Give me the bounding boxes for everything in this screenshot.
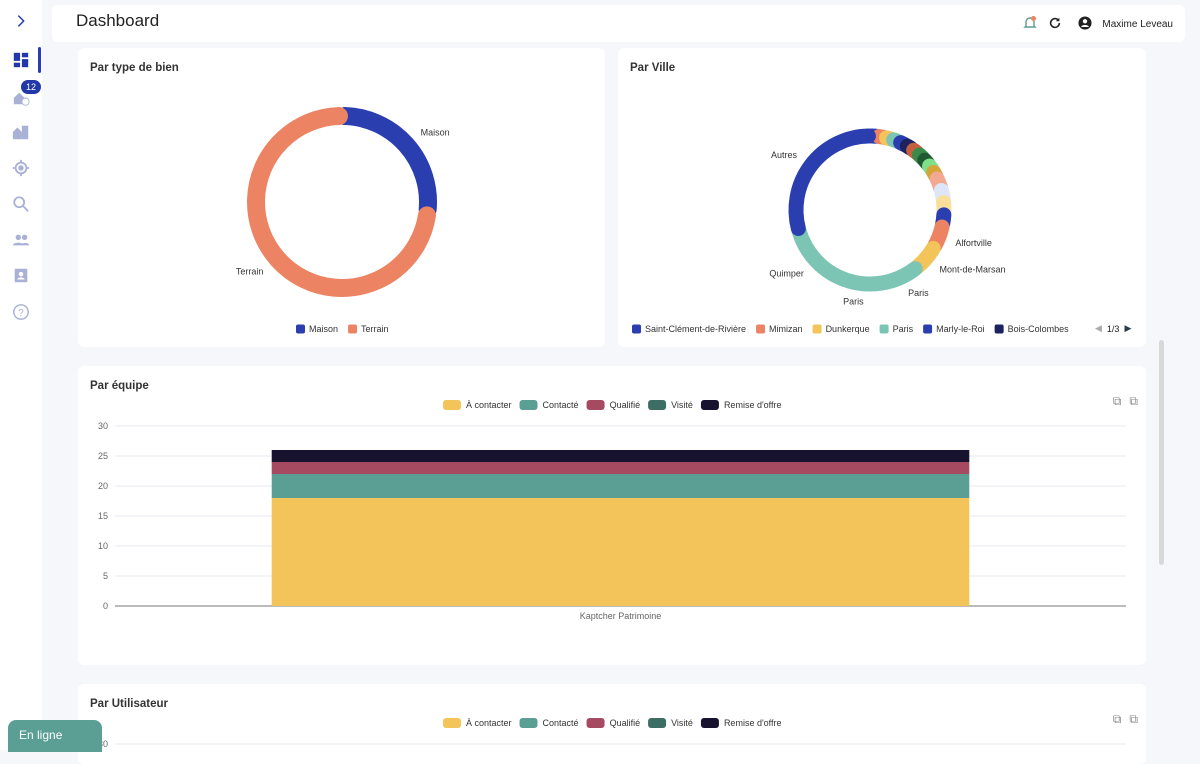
donut-slice[interactable] bbox=[799, 232, 845, 280]
target-icon[interactable] bbox=[11, 158, 31, 178]
legend-swatch[interactable] bbox=[995, 325, 1004, 334]
legend-label[interactable]: Terrain bbox=[361, 324, 389, 334]
slice-label: Maison bbox=[421, 127, 450, 137]
legend-swatch[interactable] bbox=[813, 325, 822, 334]
contacts-icon[interactable] bbox=[11, 265, 31, 285]
legend-swatch[interactable] bbox=[701, 400, 719, 410]
legend-swatch[interactable] bbox=[348, 325, 357, 334]
donut-slice[interactable] bbox=[796, 136, 868, 228]
legend-pager: 1/3 bbox=[1107, 324, 1120, 334]
dashboard-icon[interactable] bbox=[11, 50, 31, 70]
legend-label[interactable]: Visité bbox=[671, 400, 693, 410]
utilisateur-bar-chart: À contacter Contacté Qualifié Visité Remise … bbox=[78, 684, 1146, 764]
legend-label[interactable]: Remise d'offre bbox=[724, 718, 782, 728]
x-tick-label: Kaptcher Patrimoine bbox=[580, 611, 662, 621]
legend-label[interactable]: Visité bbox=[671, 718, 693, 728]
slice-label: Alfortville bbox=[955, 238, 992, 248]
legend-label[interactable]: Remise d'offre bbox=[724, 400, 782, 410]
slice-label: Mont-de-Marsan bbox=[940, 265, 1006, 275]
legend-next-icon[interactable]: ▶ bbox=[1124, 323, 1131, 334]
legend-swatch[interactable] bbox=[880, 325, 889, 334]
refresh-icon[interactable] bbox=[1048, 16, 1062, 33]
legend-label[interactable]: Bois-Colombes bbox=[1008, 324, 1070, 334]
properties-icon[interactable] bbox=[11, 122, 31, 142]
y-tick-label: 25 bbox=[98, 451, 108, 461]
user-avatar-icon[interactable] bbox=[1078, 16, 1092, 33]
bar-segment[interactable] bbox=[272, 474, 970, 498]
legend-label[interactable]: À contacter bbox=[466, 400, 512, 410]
bell-icon[interactable] bbox=[1022, 15, 1038, 34]
legend-label[interactable]: Contacté bbox=[543, 400, 579, 410]
legend-label[interactable]: Dunkerque bbox=[826, 324, 870, 334]
legend-swatch[interactable] bbox=[701, 718, 719, 728]
legend-swatch[interactable] bbox=[443, 718, 461, 728]
legend-label[interactable]: À contacter bbox=[466, 718, 512, 728]
legend-swatch[interactable] bbox=[648, 718, 666, 728]
legend-swatch[interactable] bbox=[587, 400, 605, 410]
legend-swatch[interactable] bbox=[648, 400, 666, 410]
scrollbar[interactable] bbox=[1159, 340, 1164, 565]
bar-segment[interactable] bbox=[272, 462, 970, 474]
ville-donut-chart: Alfortville Mont-de-Marsan Paris Paris Quimp… bbox=[618, 48, 1146, 347]
page-title: Dashboard bbox=[76, 11, 159, 31]
y-tick-label: 10 bbox=[98, 541, 108, 551]
y-tick-label: 20 bbox=[98, 481, 108, 491]
legend-swatch[interactable] bbox=[520, 400, 538, 410]
expand-chevron-icon[interactable] bbox=[11, 11, 31, 31]
legend-label[interactable]: Qualifié bbox=[610, 400, 641, 410]
legend-label[interactable]: Marly-le-Roi bbox=[936, 324, 985, 334]
y-tick-label: 30 bbox=[98, 421, 108, 431]
legend-label[interactable]: Paris bbox=[893, 324, 914, 334]
slice-label: Quimper bbox=[769, 268, 804, 278]
legend-swatch[interactable] bbox=[296, 325, 305, 334]
y-tick-label: 15 bbox=[98, 511, 108, 521]
legend-label[interactable]: Contacté bbox=[543, 718, 579, 728]
active-indicator bbox=[38, 47, 41, 73]
legend-label[interactable]: Saint-Clément-de-Rivière bbox=[645, 324, 746, 334]
slice-label: Paris bbox=[908, 288, 929, 298]
slice-label: Paris bbox=[843, 296, 864, 306]
sidebar: 12 ? bbox=[0, 0, 42, 750]
legend-prev-icon[interactable]: ◀ bbox=[1095, 323, 1102, 334]
legend-swatch[interactable] bbox=[520, 718, 538, 728]
legend-label[interactable]: Mimizan bbox=[769, 324, 803, 334]
legend-label[interactable]: Maison bbox=[309, 324, 338, 334]
search-icon[interactable] bbox=[11, 194, 31, 214]
legend-swatch[interactable] bbox=[923, 325, 932, 334]
svg-text:?: ? bbox=[18, 308, 24, 319]
bar-segment[interactable] bbox=[272, 450, 970, 462]
donut-slice[interactable] bbox=[885, 269, 915, 283]
type-donut-chart: Maison Terrain Maison Terrain bbox=[78, 48, 605, 347]
notification-count-badge: 12 bbox=[21, 80, 41, 94]
equipe-bar-chart: À contacter Contacté Qualifié Visité Remise … bbox=[78, 366, 1146, 665]
help-icon[interactable]: ? bbox=[11, 302, 31, 322]
user-name[interactable]: Maxime Leveau bbox=[1102, 19, 1173, 30]
top-header: Dashboard Maxime Leveau bbox=[52, 5, 1185, 42]
y-tick-label: 5 bbox=[103, 571, 108, 581]
legend-swatch[interactable] bbox=[587, 718, 605, 728]
legend-swatch[interactable] bbox=[756, 325, 765, 334]
slice-label: Autres bbox=[771, 150, 798, 160]
slice-label: Terrain bbox=[236, 267, 264, 277]
legend-swatch[interactable] bbox=[632, 325, 641, 334]
donut-slice[interactable] bbox=[848, 281, 881, 284]
donut-slice[interactable] bbox=[345, 116, 428, 209]
bar-segment[interactable] bbox=[272, 498, 970, 606]
team-icon[interactable] bbox=[11, 230, 31, 250]
y-tick-label: 0 bbox=[103, 601, 108, 611]
legend-label[interactable]: Qualifié bbox=[610, 718, 641, 728]
online-status[interactable]: En ligne bbox=[8, 720, 102, 752]
legend-swatch[interactable] bbox=[443, 400, 461, 410]
